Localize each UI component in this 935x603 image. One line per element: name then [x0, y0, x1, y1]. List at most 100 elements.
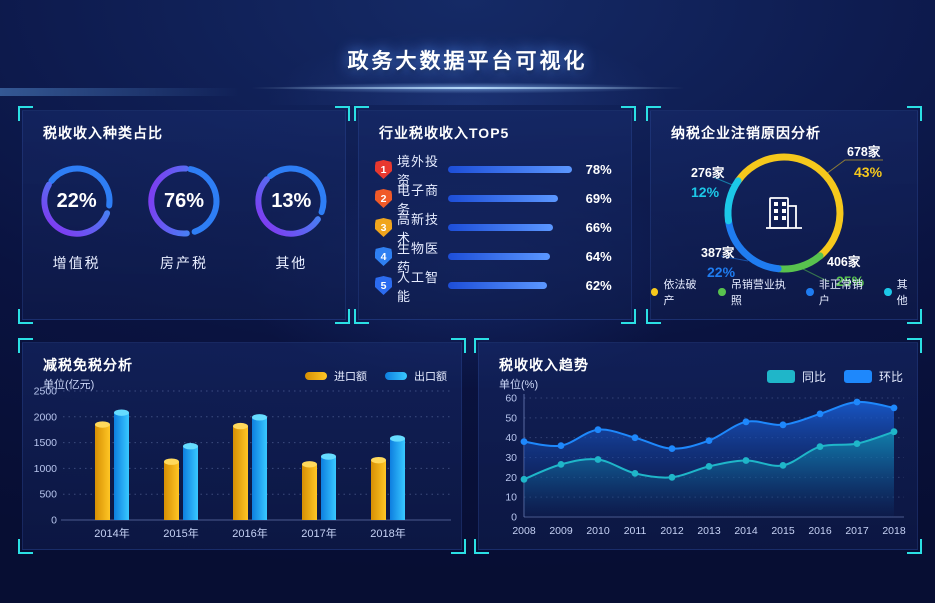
svg-text:2016年: 2016年 — [232, 526, 267, 540]
building-icon — [766, 197, 802, 229]
svg-text:40: 40 — [505, 432, 517, 444]
top5-bar-track — [448, 195, 572, 202]
legend-item-环比[interactable]: 环比 — [843, 368, 903, 385]
ring-svg — [148, 165, 220, 237]
panel-corner-bracket — [621, 309, 636, 324]
top5-row: 1 境外投资 78% — [375, 154, 621, 188]
rank-badge-icon: 2 — [375, 189, 392, 208]
svg-text:2009: 2009 — [549, 525, 573, 537]
top5-row: 4 生物医药 64% — [375, 241, 621, 275]
svg-text:500: 500 — [39, 489, 57, 501]
top5-list: 1 境外投资 78% 2 电子商务 69% 3 高新技术 66% 4 生物医药 64% 5 人工智能 62% — [375, 154, 621, 304]
dereg-donut-svg — [712, 153, 883, 283]
legend-label: 依法破产 — [663, 279, 697, 307]
panel-corner-bracket — [354, 309, 369, 324]
svg-text:2017年: 2017年 — [301, 526, 336, 540]
ring-chart-房产税: 76% 房产税 — [134, 161, 234, 273]
legend-dot-icon — [884, 288, 892, 296]
top5-bar — [448, 253, 551, 260]
ring-value: 22% — [56, 189, 97, 212]
svg-text:2011: 2011 — [624, 525, 647, 537]
y-axis-unit-label: 单位(%) — [499, 379, 539, 391]
svg-text:2015年: 2015年 — [163, 526, 198, 540]
legend-item-非正常销户[interactable]: 非正常销户 — [806, 276, 870, 308]
svg-text:2500: 2500 — [34, 386, 58, 398]
legend-label: 其他 — [896, 279, 908, 307]
top5-percent: 62% — [585, 278, 612, 293]
legend-swatch-icon — [843, 370, 872, 383]
legend-label: 非正常销户 — [818, 279, 863, 307]
tax-relief-bar-chart: 0 500 1000 1500 2000 2500 2014年 2015年 2016年 2017年… — [34, 386, 451, 540]
segment-count-label: 406家 — [827, 255, 861, 269]
svg-text:20: 20 — [505, 472, 517, 484]
top5-percent: 64% — [585, 249, 612, 264]
svg-text:60: 60 — [505, 393, 517, 405]
legend-dot-icon — [651, 288, 659, 296]
panel-corner-bracket — [335, 309, 350, 324]
svg-text:2015: 2015 — [771, 525, 795, 537]
edge-flare-decoration — [0, 88, 240, 96]
legend-swatch-icon — [385, 372, 407, 380]
svg-text:2018年: 2018年 — [370, 526, 405, 540]
ring-label: 增值税 — [52, 255, 101, 271]
top5-category-label: 人工智能 — [397, 269, 440, 304]
legend-item-吊销营业执照[interactable]: 吊销营业执照 — [718, 276, 792, 308]
segment-percent-label: 25% — [836, 273, 865, 289]
svg-text:2016: 2016 — [808, 525, 832, 537]
svg-text:2010: 2010 — [586, 525, 610, 537]
y-axis-unit-label: 单位(亿元) — [43, 379, 95, 391]
legend-item-同比[interactable]: 同比 — [766, 368, 826, 385]
tax-trend-area-chart: 0 10 20 30 40 50 60 2008 2009 2010 2011 2012 2013 201… — [505, 393, 906, 538]
panel-industry-top5: 行业税收收入TOP5 1 境外投资 78% 2 电子商务 69% 3 高新技术 66% 4 生物医药… — [354, 106, 636, 324]
top5-category-label: 高新技术 — [397, 211, 440, 246]
legend-item-其他[interactable]: 其他 — [884, 276, 917, 308]
panel-title-tax-trend: 税收收入趋势 — [499, 357, 589, 373]
top5-bar-track — [448, 224, 572, 231]
legend-dot-icon — [718, 288, 726, 296]
top5-bar — [448, 195, 559, 202]
svg-text:30: 30 — [505, 452, 517, 464]
panel-title-tax-relief: 减税免税分析 — [43, 357, 133, 373]
legend-item-出口额[interactable]: 出口额 — [385, 368, 447, 384]
dereg-donut-chart: 678家 43% 406家 25% 387家 22% 276家 12% — [651, 111, 917, 319]
svg-text:2018: 2018 — [882, 525, 906, 537]
svg-text:50: 50 — [505, 412, 517, 424]
ring-svg — [255, 165, 327, 237]
top5-percent: 69% — [585, 191, 612, 206]
legend-dot-icon — [806, 288, 814, 296]
panel-corner-bracket — [354, 106, 369, 121]
legend-swatch-icon — [766, 370, 795, 383]
ring-label: 其他 — [275, 255, 308, 271]
top5-row: 3 高新技术 66% — [375, 212, 621, 246]
top5-bar-track — [448, 282, 572, 289]
legend-swatch-icon — [305, 372, 327, 380]
legend-item-依法破产[interactable]: 依法破产 — [651, 276, 704, 308]
svg-text:2013: 2013 — [697, 525, 721, 537]
svg-text:2008: 2008 — [512, 525, 536, 537]
top5-bar — [448, 224, 554, 231]
segment-percent-label: 43% — [854, 164, 883, 180]
panel-tax-type-share: 税收收入种类占比 22% 增值税 76% 房产税 13% 其他 — [18, 106, 350, 324]
top5-category-label: 境外投资 — [397, 153, 440, 188]
legend-item-进口额[interactable]: 进口额 — [305, 368, 367, 384]
svg-text:1000: 1000 — [34, 463, 58, 475]
top5-row: 5 人工智能 62% — [375, 270, 621, 304]
legend-label: 进口额 — [334, 371, 367, 383]
panel-tax-trend: 税收收入趋势 单位(%) 同比 环比 0 10 20 30 40 50 60 2008 2009 2… — [474, 338, 922, 554]
segment-percent-label: 22% — [707, 264, 736, 280]
top5-category-label: 电子商务 — [397, 182, 440, 217]
ring-charts: 22% 增值税 76% 房产税 13% 其他 — [23, 161, 345, 273]
title-flare-decoration — [197, 80, 738, 96]
ring-chart-增值税: 22% 增值税 — [27, 161, 127, 273]
segment-count-label: 678家 — [847, 145, 881, 159]
top5-row: 2 电子商务 69% — [375, 183, 621, 217]
svg-text:2017: 2017 — [845, 525, 869, 537]
panel-corner-bracket — [18, 309, 33, 324]
top5-bar-track — [448, 253, 572, 260]
segment-count-label: 387家 — [701, 246, 735, 260]
top5-percent: 66% — [585, 220, 612, 235]
page-title: 政务大数据平台可视化 — [347, 50, 588, 73]
top5-bar — [448, 166, 573, 173]
legend-label: 环比 — [878, 370, 903, 384]
